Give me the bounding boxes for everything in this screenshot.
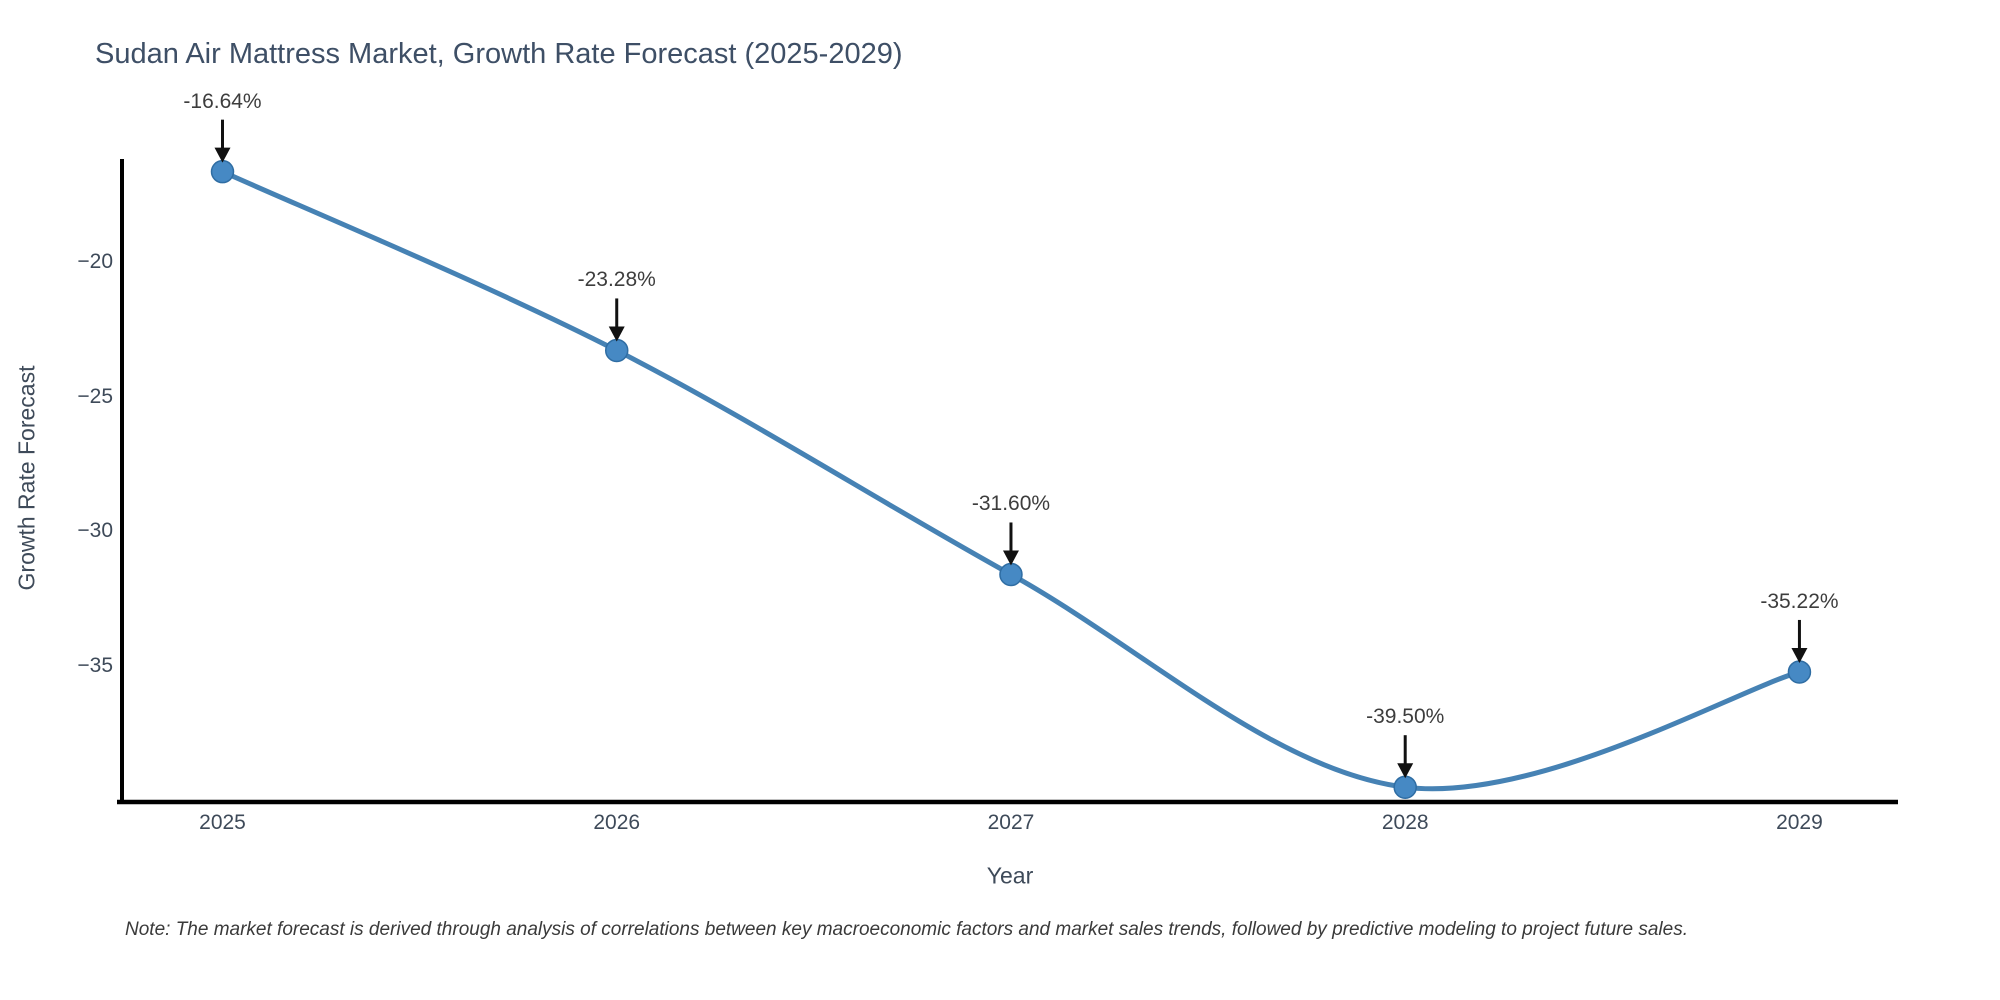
- data-point-label: -35.22%: [1760, 589, 1839, 613]
- data-point-marker: [999, 562, 1023, 587]
- data-point-label: -23.28%: [577, 268, 656, 292]
- data-point-label: -16.64%: [183, 89, 262, 113]
- data-point-label: -31.60%: [971, 492, 1051, 516]
- data-point-marker: [1393, 775, 1417, 799]
- annotation-arrowhead: [608, 326, 625, 342]
- data-point-marker: [604, 338, 629, 363]
- annotation-arrowhead: [1397, 763, 1414, 779]
- data-point-marker: [210, 159, 235, 184]
- footnote: Note: The market forecast is derived thr…: [125, 919, 1688, 940]
- x-axis-title: Year: [986, 862, 1034, 889]
- chart-title: Sudan Air Mattress Market, Growth Rate F…: [95, 38, 903, 70]
- y-axis-tick-label: −20: [77, 250, 113, 274]
- data-point-marker: [1787, 660, 1812, 684]
- curve-line: [220, 169, 1802, 792]
- x-axis-tick-label: 2026: [593, 811, 641, 834]
- annotation-arrowhead: [1002, 550, 1019, 566]
- x-axis-tick-label: 2025: [199, 811, 246, 834]
- y-axis-tick-label: −30: [77, 519, 113, 543]
- annotation-arrowhead: [214, 147, 231, 163]
- data-point-label: -39.50%: [1366, 705, 1445, 729]
- annotation-arrowhead: [1791, 647, 1808, 663]
- x-axis-tick-label: 2028: [1381, 811, 1429, 834]
- x-axis-tick-label: 2029: [1776, 811, 1823, 834]
- y-axis-tick-label: −35: [77, 654, 113, 678]
- y-axis-tick-label: −25: [77, 384, 113, 408]
- x-axis-tick-label: 2027: [987, 811, 1035, 834]
